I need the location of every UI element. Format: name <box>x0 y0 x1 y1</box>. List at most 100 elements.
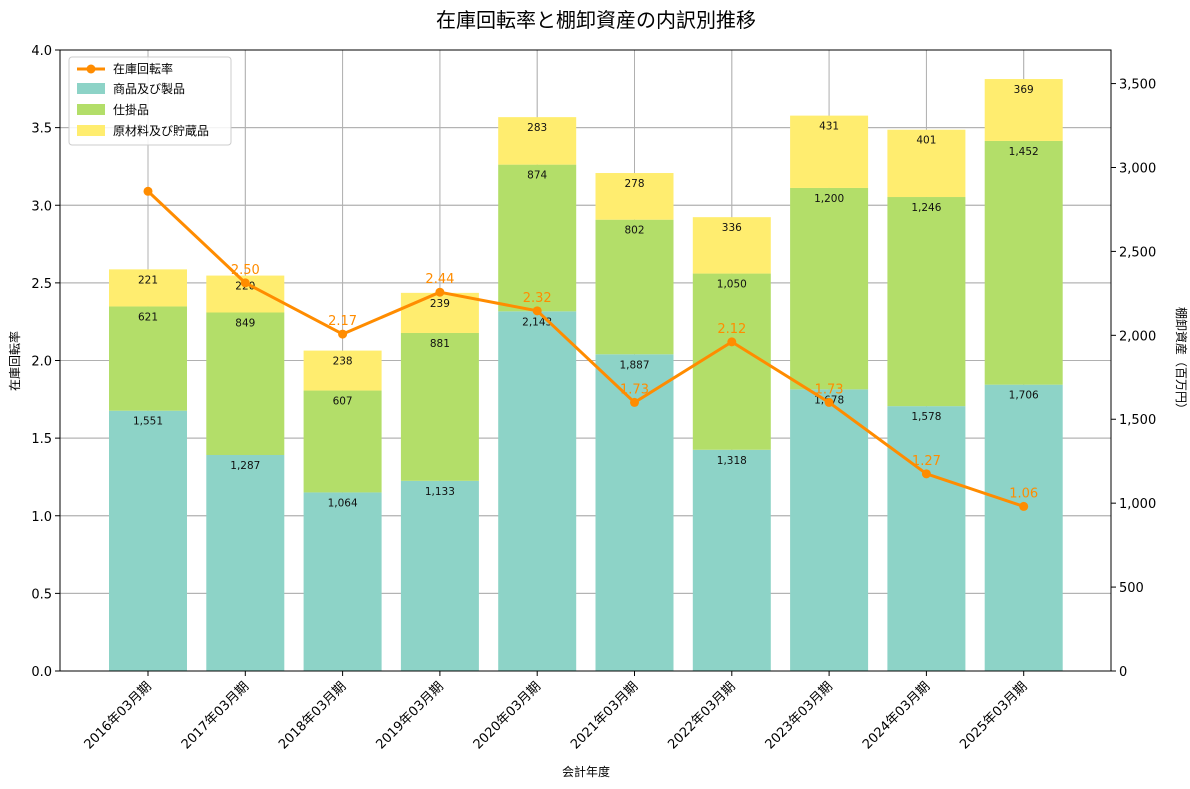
x-tick-label-1: 2017年03月期 <box>179 679 252 752</box>
x-tick-label-8: 2024年03月期 <box>860 679 933 752</box>
bar-0-2 <box>303 492 382 671</box>
segment-label-0-5: 1,887 <box>619 359 649 371</box>
bar-0-3 <box>400 480 479 671</box>
turnover-point-0 <box>143 186 153 196</box>
bar-2-8 <box>887 129 966 198</box>
y-left-tick-label-7: 3.5 <box>31 122 52 137</box>
bar-0-4 <box>498 311 577 671</box>
segment-label-0-0: 1,551 <box>133 416 163 428</box>
turnover-point-9 <box>1019 501 1029 511</box>
segment-label-1-9: 1,452 <box>1009 146 1039 158</box>
turnover-line-path <box>146 190 1025 508</box>
bar-0-5 <box>595 354 674 671</box>
segment-label-1-2: 607 <box>333 396 353 408</box>
turnover-label-4: 2.32 <box>523 291 552 306</box>
bar-1-6 <box>692 273 771 450</box>
turnover-point-1 <box>240 278 250 288</box>
x-tick-label-6: 2022年03月期 <box>665 679 738 752</box>
segment-label-2-7: 431 <box>819 121 839 133</box>
turnover-label-9: 1.06 <box>1009 486 1038 501</box>
turnover-point-5 <box>630 397 639 407</box>
bars <box>109 79 1063 671</box>
legend-swatch-0 <box>77 83 105 94</box>
segment-label-0-9: 1,706 <box>1009 390 1039 402</box>
y-left-tick-label-4: 2.0 <box>31 355 52 370</box>
segment-label-0-1: 1,287 <box>230 460 260 472</box>
bar-0-7 <box>790 389 869 671</box>
y-left-tick-label-6: 3.0 <box>31 199 52 214</box>
bar-1-4 <box>498 164 577 312</box>
x-tick-label-3: 2019年03月期 <box>373 679 446 752</box>
segment-label-0-3: 1,133 <box>425 486 455 498</box>
bar-1-0 <box>109 306 187 411</box>
y-right-tick-label-7: 3,500 <box>1119 78 1156 93</box>
y-left-tick-label-8: 4.0 <box>31 44 52 59</box>
legend-label-0: 商品及び製品 <box>113 81 185 96</box>
bar-0-1 <box>206 454 285 671</box>
y-right-tick-label-1: 500 <box>1119 581 1144 596</box>
bar-0-6 <box>692 449 771 671</box>
turnover-point-2 <box>338 329 348 339</box>
y-right-tick-label-2: 1,000 <box>1119 497 1156 512</box>
legend-swatch-2 <box>77 125 105 136</box>
segment-label-0-2: 1,064 <box>328 497 358 509</box>
y-axis-right-title: 棚卸資産（百万円） <box>1174 307 1189 415</box>
bar-0-8 <box>887 406 966 671</box>
legend-label-line: 在庫回転率 <box>113 61 173 76</box>
x-tick-label-4: 2020年03月期 <box>471 679 544 752</box>
y-right-tick-label-6: 3,000 <box>1119 161 1156 176</box>
bar-1-9 <box>984 140 1063 385</box>
turnover-point-7 <box>824 397 834 407</box>
turnover-point-8 <box>921 469 931 479</box>
x-tick-label-7: 2023年03月期 <box>763 679 836 752</box>
y-right-tick-label-4: 2,000 <box>1119 329 1156 344</box>
segment-label-0-8: 1,578 <box>911 411 941 423</box>
x-tick-label-0: 2016年03月期 <box>82 679 155 752</box>
segment-label-1-8: 1,246 <box>911 202 941 214</box>
y-left-tick-label-1: 0.5 <box>31 587 52 602</box>
turnover-point-6 <box>727 337 737 347</box>
chart-title: 在庫回転率と棚卸資産の内訳別推移 <box>436 8 756 32</box>
turnover-point-3 <box>435 287 445 297</box>
y-axis-left-title: 在庫回転率 <box>7 331 22 391</box>
segment-label-1-5: 802 <box>624 225 644 237</box>
y-right-tick-label-0: 0 <box>1119 665 1127 680</box>
segment-label-2-6: 336 <box>722 222 742 234</box>
x-tick-label-5: 2021年03月期 <box>568 679 641 752</box>
x-axis-title: 会計年度 <box>562 764 610 779</box>
legend-frame <box>68 56 232 146</box>
turnover-label-5: 1.73 <box>620 382 649 397</box>
y-right-tick-label-3: 1,500 <box>1119 413 1156 428</box>
bar-2-2 <box>303 350 382 391</box>
turnover-label-3: 2.44 <box>425 272 454 287</box>
segment-label-2-3: 239 <box>430 298 450 310</box>
legend-label-1: 仕掛品 <box>113 102 149 117</box>
segment-labels: 1,5516212211,2878492201,0646072381,13388… <box>133 84 1039 509</box>
turnover-label-7: 1.73 <box>815 382 844 397</box>
x-tick-label-2: 2018年03月期 <box>276 679 349 752</box>
bar-1-3 <box>400 332 479 481</box>
bar-1-5 <box>595 219 674 355</box>
bar-1-1 <box>206 312 285 455</box>
bar-1-7 <box>790 187 869 390</box>
bar-2-9 <box>984 79 1063 141</box>
bar-2-6 <box>692 217 771 274</box>
bar-2-3 <box>400 292 479 333</box>
x-tick-label-9: 2025年03月期 <box>957 679 1030 752</box>
y-right-tick-label-5: 2,500 <box>1119 245 1156 260</box>
segment-label-2-2: 238 <box>333 356 353 368</box>
bar-0-9 <box>984 384 1063 671</box>
legend-swatch-1 <box>77 104 105 115</box>
turnover-label-2: 2.17 <box>328 314 357 329</box>
turnover-label-8: 1.27 <box>912 454 941 469</box>
bar-2-0 <box>109 269 187 307</box>
bar-2-7 <box>790 115 869 188</box>
segment-label-2-9: 369 <box>1014 84 1034 96</box>
segment-label-1-6: 1,050 <box>717 279 747 291</box>
bar-1-8 <box>887 197 966 407</box>
legend-line-marker <box>86 64 96 74</box>
bar-0-0 <box>109 410 187 671</box>
legend-label-2: 原材料及び貯蔵品 <box>113 124 209 138</box>
